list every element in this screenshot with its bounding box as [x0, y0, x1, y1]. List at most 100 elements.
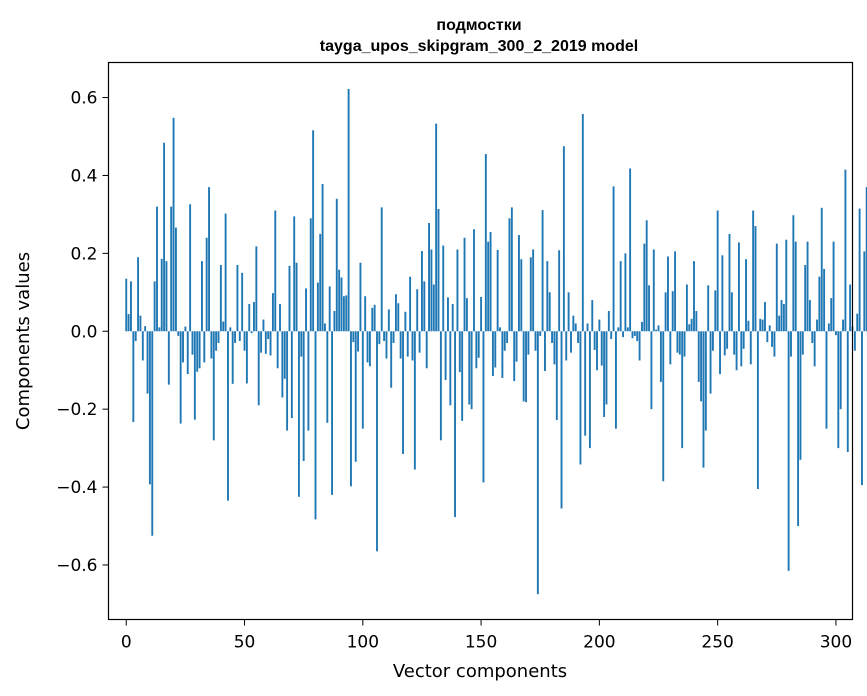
- bar-203: [605, 331, 608, 405]
- bar-164: [513, 331, 516, 382]
- bar-64: [276, 331, 279, 369]
- bar-114: [394, 294, 397, 332]
- bar-255: [728, 233, 731, 332]
- bar-136: [447, 297, 449, 332]
- bar-191: [577, 331, 580, 343]
- bar-259: [738, 242, 740, 332]
- bar-46: [234, 331, 237, 343]
- bar-171: [529, 257, 532, 332]
- bar-227: [662, 331, 665, 482]
- bar-236: [683, 331, 686, 357]
- bar-181: [553, 331, 556, 365]
- bar-47: [236, 265, 239, 332]
- bar-268: [759, 318, 762, 332]
- chart-subtitle: tayga_upos_skipgram_300_2_2019 model: [320, 38, 638, 55]
- bar-58: [262, 319, 265, 332]
- bar-60: [267, 331, 270, 340]
- bar-109: [383, 331, 386, 341]
- bar-222: [650, 331, 653, 410]
- bar-87: [331, 331, 333, 495]
- bar-160: [503, 331, 506, 351]
- bar-13: [156, 206, 158, 332]
- bar-270: [764, 302, 766, 332]
- bar-248: [711, 331, 714, 351]
- bar-141: [458, 331, 461, 373]
- bar-154: [489, 231, 492, 332]
- bar-29: [193, 331, 196, 420]
- bar-262: [745, 259, 747, 332]
- bar-24: [182, 331, 184, 363]
- bar-167: [520, 259, 523, 332]
- bar-254: [726, 331, 729, 349]
- bar-17: [165, 261, 168, 332]
- bar-233: [676, 331, 679, 353]
- bar-196: [588, 331, 591, 449]
- bar-36: [210, 331, 213, 359]
- bar-145: [468, 331, 471, 405]
- bar-297: [827, 323, 830, 332]
- bar-104: [371, 307, 374, 332]
- bar-190: [574, 323, 577, 332]
- bar-7: [141, 331, 144, 361]
- bar-151: [482, 331, 485, 483]
- bar-88: [333, 311, 336, 332]
- bar-296: [825, 331, 828, 429]
- bar-142: [461, 331, 464, 421]
- bar-291: [813, 331, 816, 367]
- bar-110: [385, 331, 388, 359]
- bar-188: [570, 331, 572, 353]
- bar-176: [541, 210, 544, 332]
- bar-86: [328, 286, 331, 332]
- bar-232: [674, 251, 677, 332]
- bar-133: [439, 331, 442, 441]
- bar-184: [560, 331, 563, 509]
- bar-163: [510, 207, 513, 332]
- bar-75: [302, 331, 305, 461]
- bar-76: [305, 288, 307, 332]
- bar-258: [735, 331, 738, 371]
- bar-228: [664, 292, 667, 332]
- bar-205: [610, 331, 613, 340]
- bar-257: [733, 331, 736, 355]
- bar-148: [475, 331, 478, 369]
- y-tick-label: 0.6: [70, 89, 97, 109]
- bar-214: [631, 331, 634, 339]
- bar-56: [257, 331, 260, 406]
- bar-218: [641, 321, 643, 332]
- bar-95: [350, 331, 352, 487]
- bar-117: [402, 331, 404, 454]
- bar-179: [548, 292, 551, 332]
- bar-152: [484, 154, 487, 332]
- bar-211: [624, 253, 627, 332]
- bar-295: [823, 268, 826, 332]
- bar-108: [380, 207, 383, 332]
- x-tick-label: 100: [347, 633, 379, 653]
- bar-28: [191, 331, 194, 355]
- bar-34: [205, 237, 208, 332]
- bar-169: [525, 331, 527, 403]
- bar-124: [418, 331, 421, 353]
- bar-49: [241, 272, 244, 332]
- plot-frame: [107, 61, 854, 621]
- y-tick-label: 0.0: [70, 322, 97, 342]
- bar-301: [837, 331, 840, 449]
- bar-52: [248, 304, 251, 332]
- bar-153: [487, 241, 490, 332]
- bar-57: [260, 331, 263, 353]
- bar-287: [804, 265, 807, 332]
- bar-226: [659, 331, 662, 382]
- bar-283: [794, 241, 797, 332]
- bar-161: [506, 331, 509, 343]
- bar-265: [752, 210, 755, 332]
- bar-231: [671, 291, 674, 332]
- x-tick-label: 50: [234, 633, 256, 653]
- bar-11: [151, 331, 154, 536]
- bar-266: [754, 226, 757, 332]
- bar-219: [643, 243, 646, 332]
- bar-16: [163, 142, 166, 332]
- bar-192: [579, 331, 582, 465]
- bar-194: [584, 331, 587, 436]
- bar-313: [865, 187, 867, 332]
- bar-101: [364, 296, 367, 332]
